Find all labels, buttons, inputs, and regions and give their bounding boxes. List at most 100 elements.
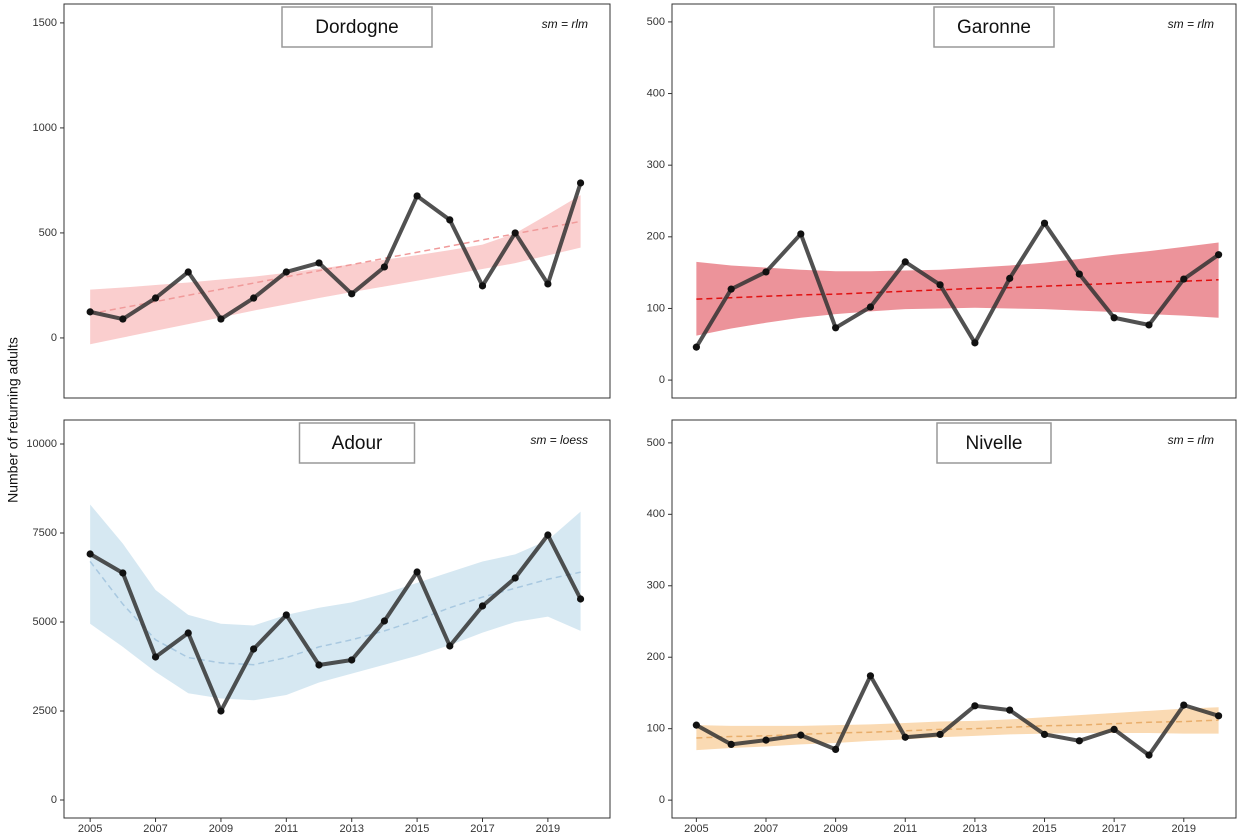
title-box [281, 6, 433, 48]
data-point [184, 268, 192, 276]
data-point [1075, 270, 1083, 278]
data-point [832, 324, 840, 332]
trend-line [696, 719, 1219, 739]
x-tick-label: 2011 [274, 823, 298, 835]
data-point [86, 308, 94, 316]
data-point [380, 263, 389, 271]
y-tick-label: 500 [39, 227, 57, 239]
x-tick-label: 2015 [1032, 823, 1056, 835]
y-tick-label: 500 [647, 437, 665, 449]
data-line [694, 221, 1220, 349]
data-point [282, 611, 290, 619]
y-tick-label: 0 [51, 332, 57, 344]
data-point [348, 290, 356, 298]
data-point [478, 602, 487, 610]
y-tick-label: 0 [659, 374, 665, 386]
data-point [1214, 712, 1223, 720]
panel-title: Nivelle [965, 433, 1022, 454]
plot-frame [671, 3, 1237, 399]
y-tick-label: 200 [647, 231, 665, 243]
x-tick-label: 2015 [405, 823, 429, 835]
data-point [446, 216, 454, 224]
y-tick-label: 200 [647, 651, 665, 663]
data-point [1006, 274, 1014, 282]
data-point [511, 574, 519, 582]
y-tick-label: 2500 [33, 705, 57, 717]
data-line [695, 673, 1220, 758]
x-tick-label: 2017 [1102, 823, 1126, 835]
x-tick-label: 2013 [339, 823, 363, 835]
y-tick-label: 100 [647, 723, 665, 735]
annotation: sm = loess [530, 433, 588, 447]
data-point [1214, 251, 1223, 259]
title-box [298, 422, 416, 464]
data-point [1145, 751, 1153, 759]
title-box [936, 422, 1052, 464]
y-tick-label: 7500 [33, 527, 57, 539]
y-tick-label: 400 [647, 508, 665, 520]
data-point [971, 339, 979, 347]
data-point [692, 343, 700, 351]
data-point [832, 745, 840, 754]
y-tick-label: 100 [647, 302, 665, 314]
data-point [866, 672, 875, 680]
y-tick-label: 0 [51, 794, 57, 806]
x-tick-label: 2013 [963, 823, 987, 835]
data-point [315, 661, 323, 669]
data-point [576, 595, 585, 603]
data-point [511, 229, 519, 237]
y-tick-label: 1500 [33, 17, 57, 29]
data-point [901, 258, 909, 266]
x-tick-label: 2019 [1172, 823, 1196, 835]
data-point [901, 733, 909, 741]
x-tick-label: 2005 [684, 823, 708, 835]
data-line [89, 532, 583, 713]
data-point [971, 702, 979, 710]
trend-line [696, 279, 1219, 300]
data-point [348, 656, 356, 664]
y-tick-label: 10000 [26, 438, 57, 450]
trend-line [90, 220, 581, 315]
data-point [1006, 706, 1014, 714]
plot-frame [671, 419, 1237, 819]
x-tick-label: 2009 [823, 823, 847, 835]
y-tick-label: 300 [647, 580, 665, 592]
data-point [1110, 314, 1118, 322]
x-tick-label: 2017 [470, 823, 494, 835]
data-point [727, 285, 735, 293]
data-line [89, 182, 583, 322]
panel-title: Adour [332, 433, 383, 454]
x-tick-label: 2011 [893, 823, 917, 835]
data-point [151, 653, 160, 661]
data-point [1040, 219, 1049, 227]
data-point [866, 303, 875, 311]
data-point [544, 280, 552, 288]
data-point [762, 268, 770, 276]
data-point [86, 550, 94, 558]
confidence-band [90, 504, 581, 701]
x-tick-label: 2019 [536, 823, 560, 835]
confidence-band [90, 195, 581, 345]
data-point [380, 617, 389, 625]
data-point [1145, 321, 1153, 329]
plot-frame [63, 3, 611, 399]
data-point [282, 268, 290, 276]
data-point [413, 192, 421, 200]
data-point [544, 531, 552, 539]
data-point [1180, 275, 1188, 283]
data-point [762, 736, 770, 744]
title-box [933, 6, 1055, 48]
y-tick-label: 5000 [33, 616, 57, 628]
data-point [1075, 737, 1083, 745]
data-point [217, 315, 225, 323]
panel-title: Garonne [957, 17, 1031, 38]
annotation: sm = rlm [1168, 433, 1214, 447]
data-point [692, 721, 700, 729]
plot-frame [63, 419, 611, 819]
x-tick-label: 2007 [754, 823, 778, 835]
x-tick-label: 2005 [78, 823, 102, 835]
data-point [1110, 725, 1118, 733]
data-point [936, 730, 944, 738]
data-point [797, 230, 805, 238]
